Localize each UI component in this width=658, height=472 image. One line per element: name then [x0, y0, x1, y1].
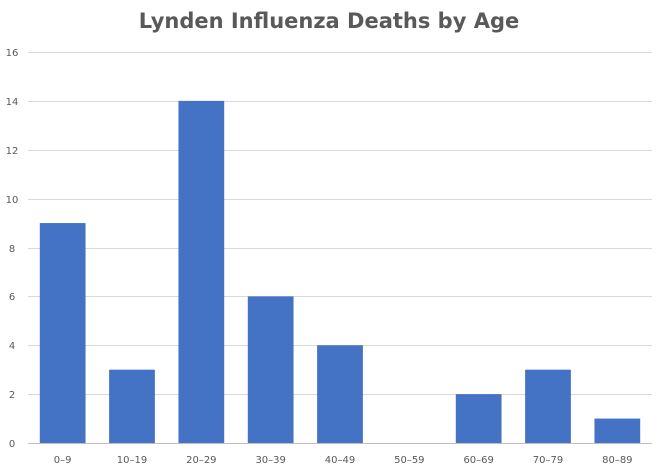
- x-tick-label: 20–29: [186, 455, 216, 466]
- gridlines: [28, 52, 652, 395]
- y-tick-label: 10: [6, 195, 19, 206]
- x-tick-label: 10–19: [117, 455, 147, 466]
- x-axis-ticks: 0–9 10–19 20–29 30–39 40–49 50–59 60–69 70–79 80…: [54, 455, 633, 466]
- y-tick-label: 8: [9, 244, 15, 255]
- y-tick-label: 16: [6, 48, 19, 59]
- bars: [39, 100, 641, 444]
- bar: [594, 418, 641, 443]
- x-tick-label: 60–69: [463, 455, 493, 466]
- y-tick-label: 0: [9, 439, 15, 450]
- y-tick-label: 6: [9, 292, 15, 303]
- y-tick-label: 4: [9, 341, 15, 352]
- y-tick-label: 12: [6, 146, 19, 157]
- chart-title: Lynden Influenza Deaths by Age: [138, 9, 520, 33]
- x-tick-label: 40–49: [325, 455, 355, 466]
- y-tick-label: 2: [9, 390, 15, 401]
- bar: [247, 296, 294, 444]
- y-axis-ticks: 0 2 4 6 8 10 12 14 16: [6, 48, 19, 450]
- bar: [39, 223, 86, 443]
- y-tick-label: 14: [6, 97, 19, 108]
- bar: [109, 369, 155, 443]
- bar: [317, 345, 363, 443]
- x-tick-label: 30–39: [255, 455, 285, 466]
- x-tick-label: 70–79: [533, 455, 563, 466]
- bar: [455, 394, 502, 444]
- x-tick-label: 0–9: [54, 455, 72, 466]
- x-tick-label: 80–89: [602, 455, 632, 466]
- bar: [178, 100, 225, 444]
- x-tick-label: 50–59: [394, 455, 424, 466]
- bar: [525, 369, 571, 443]
